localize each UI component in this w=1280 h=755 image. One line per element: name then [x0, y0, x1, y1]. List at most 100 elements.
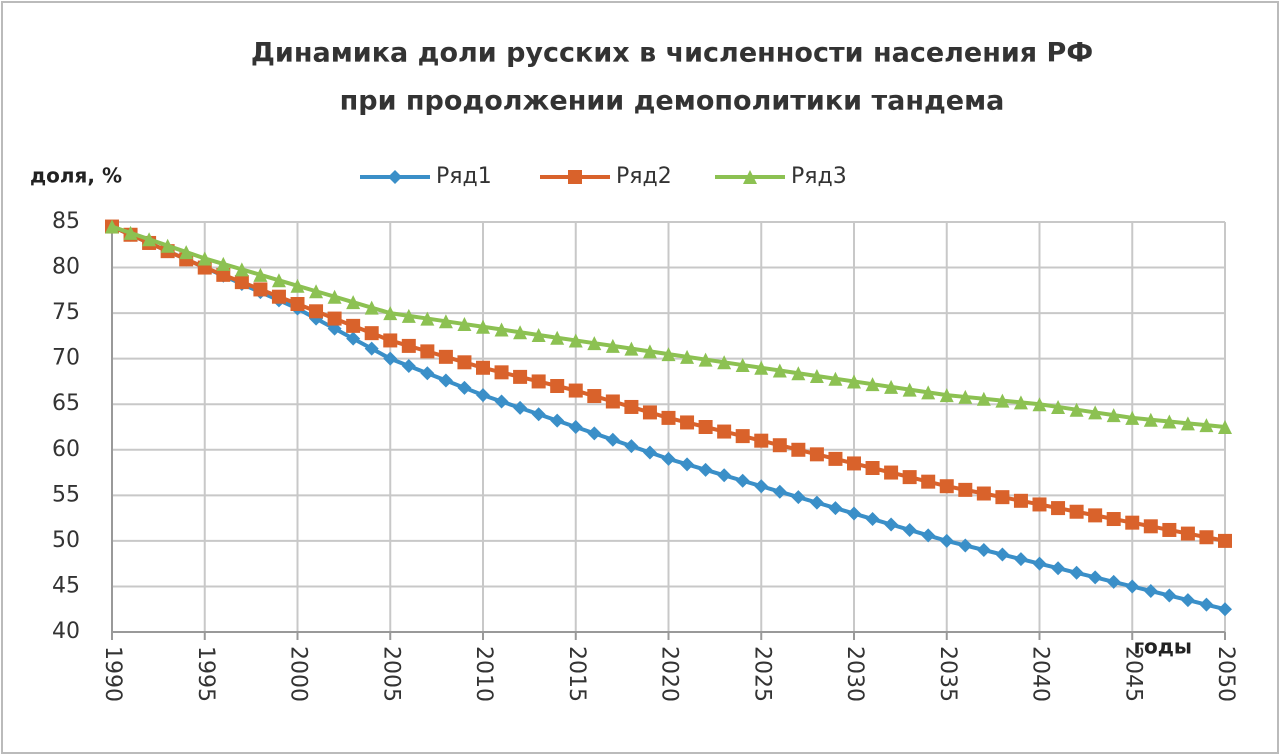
marker — [1051, 501, 1066, 516]
marker — [1088, 405, 1103, 420]
marker — [605, 432, 620, 447]
marker — [698, 352, 713, 367]
marker — [1162, 522, 1177, 537]
y-tick-label: 75 — [52, 300, 80, 325]
legend-label: Ряд2 — [616, 164, 672, 189]
marker — [1143, 584, 1158, 598]
marker — [1180, 416, 1195, 431]
marker — [197, 251, 212, 266]
marker — [476, 319, 490, 334]
x-tick-label: 2010 — [471, 646, 496, 702]
marker — [550, 379, 565, 393]
marker — [568, 333, 583, 348]
marker — [624, 341, 639, 356]
marker — [234, 262, 249, 277]
y-tick-label: 65 — [52, 391, 80, 416]
marker — [271, 273, 286, 288]
marker — [513, 369, 528, 384]
marker — [754, 479, 769, 494]
marker — [809, 495, 824, 510]
marker — [791, 490, 806, 505]
marker — [939, 479, 954, 494]
marker — [1032, 556, 1047, 571]
marker — [743, 170, 757, 184]
y-tick-label: 50 — [52, 528, 80, 553]
marker — [271, 289, 286, 304]
marker — [791, 442, 806, 457]
marker — [847, 374, 861, 389]
marker — [735, 473, 750, 488]
x-tick-label: 2050 — [1213, 646, 1238, 702]
marker — [309, 304, 324, 319]
marker — [902, 382, 917, 397]
marker — [327, 289, 342, 304]
marker — [253, 282, 268, 297]
marker — [494, 394, 509, 409]
marker — [1143, 412, 1158, 427]
marker — [476, 360, 490, 375]
marker — [1106, 408, 1121, 423]
marker — [680, 457, 695, 472]
marker — [1013, 552, 1028, 567]
marker — [828, 371, 843, 386]
marker — [1218, 602, 1232, 617]
marker — [531, 374, 546, 389]
marker — [587, 336, 602, 351]
marker — [1069, 565, 1084, 580]
marker — [494, 365, 509, 380]
marker — [1218, 420, 1232, 434]
x-tick-label: 2015 — [564, 646, 589, 702]
marker — [1180, 593, 1195, 608]
marker — [921, 385, 936, 400]
marker — [958, 389, 973, 404]
x-tick-label: 2045 — [1120, 646, 1145, 702]
marker — [309, 284, 324, 299]
marker — [809, 368, 824, 383]
y-tick-label: 70 — [52, 346, 80, 371]
marker — [754, 360, 769, 375]
marker — [1218, 533, 1232, 548]
marker — [958, 482, 973, 497]
marker — [828, 451, 843, 466]
marker — [958, 538, 973, 553]
marker — [383, 333, 398, 348]
marker — [401, 338, 416, 353]
marker — [420, 366, 435, 381]
marker — [531, 407, 546, 422]
marker — [976, 486, 991, 501]
marker — [828, 501, 843, 516]
x-axis-label: годы — [1134, 635, 1192, 659]
marker — [346, 295, 361, 310]
marker — [420, 311, 435, 326]
marker — [290, 297, 305, 311]
marker — [160, 238, 175, 253]
marker — [1013, 493, 1028, 508]
y-tick-label: 45 — [52, 573, 80, 598]
chart-title: Динамика доли русских в численности насе… — [251, 38, 1093, 69]
x-tick-label: 2000 — [286, 646, 311, 702]
legend-label: Ряд1 — [436, 164, 492, 189]
marker — [847, 506, 861, 521]
marker — [513, 400, 528, 415]
marker — [550, 330, 565, 345]
x-tick-label: 2030 — [842, 646, 867, 702]
marker — [1199, 418, 1214, 433]
marker — [624, 399, 639, 414]
marker — [865, 461, 880, 475]
marker — [1199, 597, 1214, 612]
marker — [587, 389, 602, 404]
marker — [383, 306, 398, 321]
marker — [476, 388, 490, 403]
marker — [1199, 530, 1214, 545]
marker — [884, 379, 899, 394]
marker — [717, 424, 732, 439]
x-tick-label: 2005 — [378, 646, 403, 702]
marker — [1069, 504, 1084, 519]
marker — [234, 275, 249, 290]
marker — [179, 245, 194, 260]
marker — [364, 300, 379, 315]
marker — [976, 391, 991, 406]
marker — [550, 413, 565, 428]
